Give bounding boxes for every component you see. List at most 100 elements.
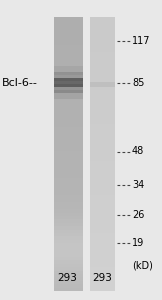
Bar	[54, 24, 83, 28]
Bar	[90, 28, 115, 32]
Bar	[90, 178, 115, 182]
Bar	[54, 171, 83, 175]
Bar	[90, 52, 115, 56]
Bar	[90, 72, 115, 76]
Bar	[90, 48, 115, 52]
Bar	[54, 130, 83, 134]
Bar	[54, 273, 83, 277]
Bar	[54, 164, 83, 168]
Bar	[54, 232, 83, 236]
Bar	[54, 144, 83, 148]
Bar	[54, 69, 83, 73]
Bar	[90, 287, 115, 291]
Bar	[90, 106, 115, 110]
Bar	[90, 127, 115, 130]
Bar	[54, 236, 83, 240]
Bar	[54, 256, 83, 260]
Bar	[90, 110, 115, 113]
Bar	[54, 90, 83, 99]
Bar	[54, 229, 83, 233]
Bar	[90, 277, 115, 281]
Bar	[90, 116, 115, 120]
Bar	[90, 151, 115, 154]
Bar	[54, 65, 83, 69]
Bar	[54, 215, 83, 219]
Bar	[54, 287, 83, 291]
Bar	[54, 222, 83, 226]
Bar	[54, 188, 83, 192]
Bar	[90, 198, 115, 202]
Bar	[54, 72, 83, 81]
Bar	[54, 96, 83, 100]
Text: 117: 117	[132, 35, 150, 46]
Bar	[54, 140, 83, 144]
Bar	[90, 253, 115, 257]
Bar	[54, 161, 83, 165]
Bar	[90, 188, 115, 192]
Bar	[90, 130, 115, 134]
Bar	[90, 82, 115, 87]
Bar	[54, 168, 83, 172]
Text: 85: 85	[132, 77, 144, 88]
Bar	[54, 267, 83, 271]
Bar	[90, 62, 115, 66]
Text: 26: 26	[132, 209, 144, 220]
Bar	[90, 171, 115, 175]
Bar	[90, 31, 115, 35]
Bar	[90, 239, 115, 243]
Bar	[54, 205, 83, 209]
Bar	[54, 239, 83, 243]
Bar	[90, 58, 115, 62]
Bar	[90, 243, 115, 247]
Bar	[90, 181, 115, 185]
Bar	[90, 161, 115, 165]
Bar	[54, 175, 83, 178]
Bar	[90, 99, 115, 103]
Bar	[54, 158, 83, 161]
Bar	[54, 181, 83, 185]
Bar	[54, 76, 83, 80]
Bar	[54, 137, 83, 141]
Bar	[54, 110, 83, 113]
Bar	[90, 273, 115, 277]
Text: 34: 34	[132, 179, 144, 190]
Bar	[90, 246, 115, 250]
Bar	[54, 78, 83, 87]
Bar	[90, 212, 115, 216]
Bar	[54, 123, 83, 127]
Bar	[90, 195, 115, 199]
Text: 293: 293	[92, 273, 112, 283]
Bar	[54, 270, 83, 274]
Bar	[90, 215, 115, 219]
Bar	[90, 123, 115, 127]
Bar	[90, 205, 115, 209]
Bar	[90, 260, 115, 264]
Bar	[90, 256, 115, 260]
Bar	[90, 79, 115, 83]
Text: 19: 19	[132, 238, 144, 248]
Text: 48: 48	[132, 146, 144, 157]
Bar	[90, 93, 115, 97]
Bar	[54, 154, 83, 158]
Text: (kD): (kD)	[132, 260, 153, 271]
Bar	[54, 250, 83, 254]
Bar	[90, 134, 115, 137]
Bar	[90, 154, 115, 158]
Bar	[54, 84, 83, 93]
Bar	[90, 137, 115, 141]
Bar	[90, 24, 115, 28]
Bar	[90, 103, 115, 107]
Bar	[54, 41, 83, 45]
Bar	[54, 17, 83, 21]
Bar	[54, 116, 83, 120]
Bar	[90, 82, 115, 86]
Text: Bcl-6--: Bcl-6--	[2, 77, 37, 88]
Bar	[54, 93, 83, 97]
Bar	[90, 168, 115, 172]
Bar	[54, 226, 83, 230]
Bar	[54, 52, 83, 56]
Bar	[54, 151, 83, 154]
Bar	[90, 34, 115, 38]
Bar	[54, 147, 83, 151]
Bar	[90, 140, 115, 144]
